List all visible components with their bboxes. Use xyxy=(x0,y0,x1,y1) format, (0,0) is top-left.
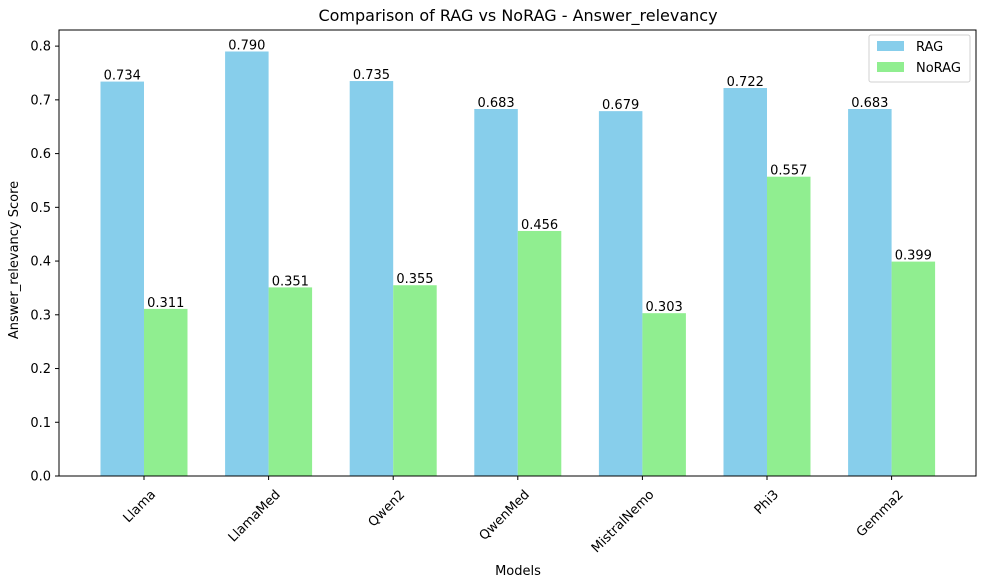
legend-swatch-norag xyxy=(877,62,904,72)
bar-rag-qwenmed xyxy=(474,108,518,477)
bar-value-label-rag-qwen2: 0.735 xyxy=(353,68,390,83)
y-tick-label: 0.4 xyxy=(30,255,51,270)
bar-norag-mistralnemo xyxy=(642,313,686,476)
bar-value-label-norag-qwenmed: 0.456 xyxy=(521,218,558,233)
x-tick-label-llama: Llama xyxy=(121,487,160,526)
bar-value-label-rag-phi3: 0.722 xyxy=(727,75,764,90)
bar-value-label-norag-phi3: 0.557 xyxy=(770,164,807,179)
x-tick-label-qwenmed: QwenMed xyxy=(477,487,533,543)
bar-value-label-rag-llamamed: 0.790 xyxy=(228,38,265,53)
bar-value-label-norag-mistralnemo: 0.303 xyxy=(646,300,683,315)
bar-value-label-rag-qwenmed: 0.683 xyxy=(477,96,514,111)
bar-rag-mistralnemo xyxy=(598,111,643,476)
bar-value-label-norag-qwen2: 0.355 xyxy=(396,272,433,287)
bar-rag-gemma2 xyxy=(848,108,892,477)
x-tick-label-qwen2: Qwen2 xyxy=(366,487,409,530)
bar-norag-qwenmed xyxy=(517,230,562,476)
legend-label-norag: NoRAG xyxy=(916,61,961,76)
bar-norag-gemma2 xyxy=(891,261,936,476)
x-tick-label-llamamed: LlamaMed xyxy=(226,487,284,545)
bar-value-label-rag-llama: 0.734 xyxy=(104,69,141,84)
bar-value-label-rag-gemma2: 0.683 xyxy=(851,96,888,111)
bar-value-label-norag-llamamed: 0.351 xyxy=(272,274,309,289)
legend: RAG NoRAG xyxy=(868,34,971,83)
bar-value-label-norag-gemma2: 0.399 xyxy=(895,249,932,264)
y-tick-label: 0.3 xyxy=(30,308,51,323)
bar-rag-phi3 xyxy=(723,88,767,476)
bar-value-label-rag-mistralnemo: 0.679 xyxy=(602,98,639,113)
bar-norag-llamamed xyxy=(268,287,313,476)
x-tick-label-phi3: Phi3 xyxy=(752,487,782,517)
bars-layer xyxy=(100,51,936,477)
y-axis: 0.0 0.1 0.2 0.3 0.4 0.5 0.6 0.7 0.8 xyxy=(30,40,59,485)
bar-norag-qwen2 xyxy=(393,285,437,476)
y-tick-label: 0.8 xyxy=(30,40,51,55)
bar-norag-llama xyxy=(144,308,188,476)
bar-rag-qwen2 xyxy=(349,81,394,477)
bar-norag-phi3 xyxy=(767,176,811,476)
bar-rag-llama xyxy=(100,81,144,476)
x-tick-label-gemma2: Gemma2 xyxy=(854,487,907,540)
y-axis-label: Answer_relevancy Score xyxy=(7,181,22,339)
y-tick-label: 0.0 xyxy=(30,470,51,485)
bar-labels-layer: 0.734 0.311 0.790 0.351 0.735 0.355 0.683 0.456… xyxy=(104,38,932,315)
x-tick-label-mistralnemo: MistralNemo xyxy=(589,487,658,556)
bar-rag-llamamed xyxy=(225,51,269,476)
legend-label-rag: RAG xyxy=(916,40,943,55)
bar-value-label-norag-llama: 0.311 xyxy=(147,296,184,311)
chart-title: Comparison of RAG vs NoRAG - Answer_rele… xyxy=(318,6,717,26)
x-axis-label: Models xyxy=(495,564,541,579)
y-tick-label: 0.5 xyxy=(30,201,51,216)
y-tick-label: 0.1 xyxy=(30,416,51,431)
y-tick-label: 0.2 xyxy=(30,362,51,377)
y-tick-label: 0.7 xyxy=(30,93,51,108)
plot-area-frame xyxy=(58,29,977,477)
legend-swatch-rag xyxy=(877,41,904,51)
y-tick-label: 0.6 xyxy=(30,147,51,162)
x-axis: Llama LlamaMed Qwen2 QwenMed MistralNemo Phi3… xyxy=(121,476,907,556)
